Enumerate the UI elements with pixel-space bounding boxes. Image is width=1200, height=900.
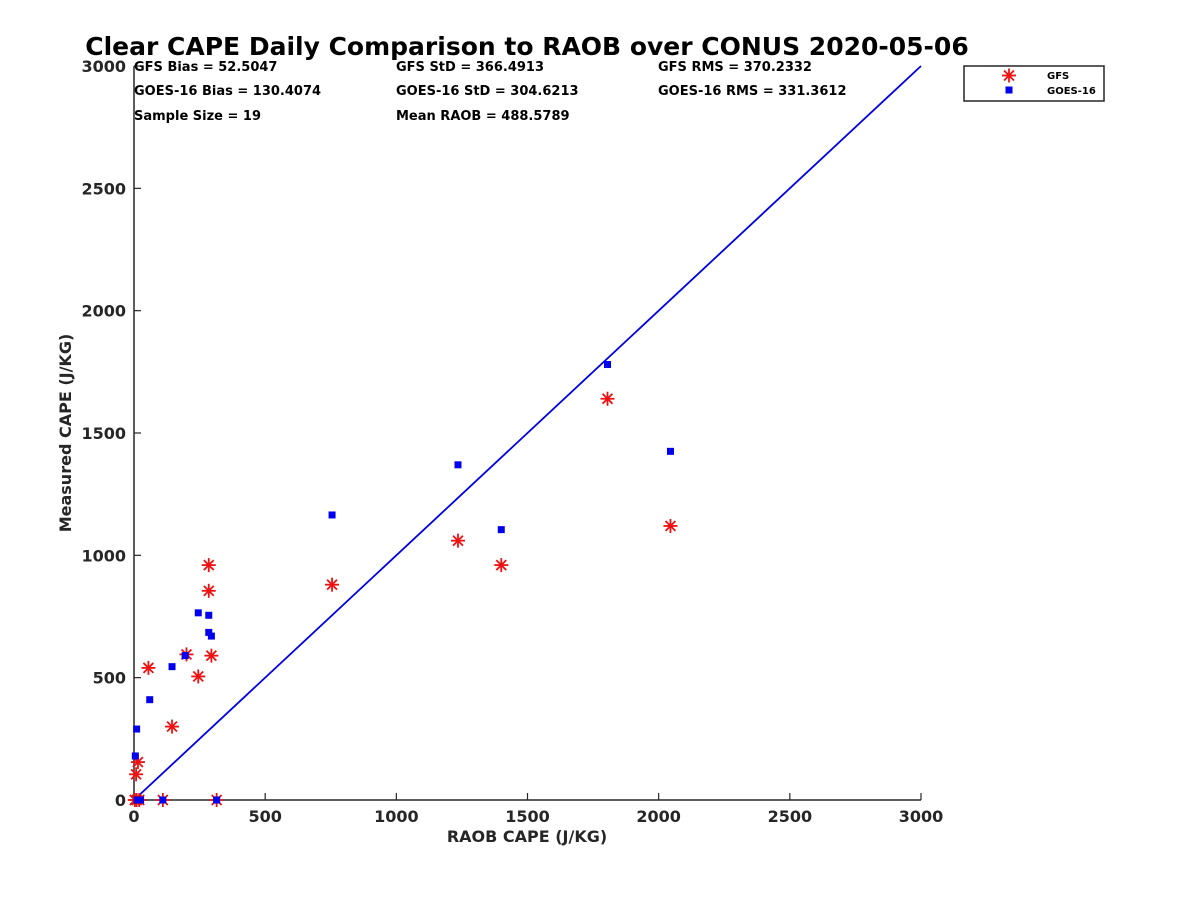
stats-block: GFS Bias = 52.5047 GFS StD = 366.4913 GF… (134, 60, 847, 124)
series-layer (127, 360, 678, 807)
x-tick-label: 3000 (899, 807, 944, 826)
goes16-point (181, 652, 189, 660)
chart-title: Clear CAPE Daily Comparison to RAOB over… (85, 32, 968, 61)
y-tick-label: 0 (115, 791, 126, 810)
gfs-point (201, 583, 216, 598)
gfs-point (204, 648, 219, 663)
gfs-point (663, 518, 678, 533)
goes16-point (205, 628, 213, 636)
legend-goes16-marker (1005, 86, 1013, 94)
gfs-point (129, 767, 144, 782)
legend-gfs-marker (1002, 68, 1016, 83)
goes16-point (159, 796, 167, 804)
stat-mean-raob: Mean RAOB = 488.5789 (396, 109, 570, 124)
goes16-point (205, 611, 213, 619)
stat-gfs-rms: GFS RMS = 370.2332 (658, 60, 812, 75)
goes16-point (194, 609, 202, 617)
x-tick-label: 500 (248, 807, 281, 826)
goes16-point (666, 447, 674, 455)
goes16-point (168, 663, 176, 671)
stat-goes-bias: GOES-16 Bias = 130.4074 (134, 84, 321, 99)
legend-box (963, 65, 1105, 102)
goes16-point (131, 752, 139, 760)
stat-goes-std: GOES-16 StD = 304.6213 (396, 84, 579, 99)
goes16-point (146, 696, 154, 704)
x-tick-label: 1000 (374, 807, 419, 826)
y-tick-label: 500 (93, 669, 126, 688)
goes16-point (207, 632, 215, 640)
y-axis-label: Measured CAPE (J/KG) (56, 334, 75, 533)
goes16-point (454, 461, 462, 469)
y-tick-label: 1000 (81, 546, 126, 565)
gfs-point (450, 533, 465, 548)
legend-gfs-label: GFS (1047, 71, 1069, 82)
goes16-point (604, 360, 612, 368)
x-tick-label: 2500 (768, 807, 813, 826)
goes16-point (497, 526, 505, 534)
gfs-point (165, 719, 180, 734)
y-tick-label: 2000 (81, 302, 126, 321)
x-tick-label: 1500 (505, 807, 550, 826)
legend-goes16-label: GOES-16 (1047, 86, 1096, 97)
gfs-point (494, 558, 509, 573)
y-tick-label: 2500 (81, 179, 126, 198)
y-tick-label: 1500 (81, 424, 126, 443)
x-ticks: 0 500 1000 1500 2000 2500 3000 (128, 793, 943, 826)
x-axis-label: RAOB CAPE (J/KG) (447, 827, 607, 846)
goes16-point (213, 796, 221, 804)
gfs-point (325, 577, 340, 592)
x-tick-label: 0 (128, 807, 139, 826)
stat-sample-size: Sample Size = 19 (134, 109, 261, 124)
goes16-point (137, 796, 145, 804)
y-ticks: 0 500 1000 1500 2000 2500 3000 (81, 57, 141, 810)
stat-gfs-bias: GFS Bias = 52.5047 (134, 60, 277, 75)
gfs-point (201, 558, 216, 573)
x-tick-label: 2000 (636, 807, 681, 826)
legend: GFS GOES-16 (963, 65, 1105, 102)
y-tick-label: 3000 (81, 57, 126, 76)
gfs-point (191, 669, 206, 684)
goes16-point (328, 511, 336, 519)
one-to-one-line (133, 65, 922, 801)
gfs-point (141, 660, 156, 675)
goes16-point (133, 725, 141, 733)
stat-goes-rms: GOES-16 RMS = 331.3612 (658, 84, 847, 99)
gfs-point (600, 391, 615, 406)
stat-gfs-std: GFS StD = 366.4913 (396, 60, 544, 75)
